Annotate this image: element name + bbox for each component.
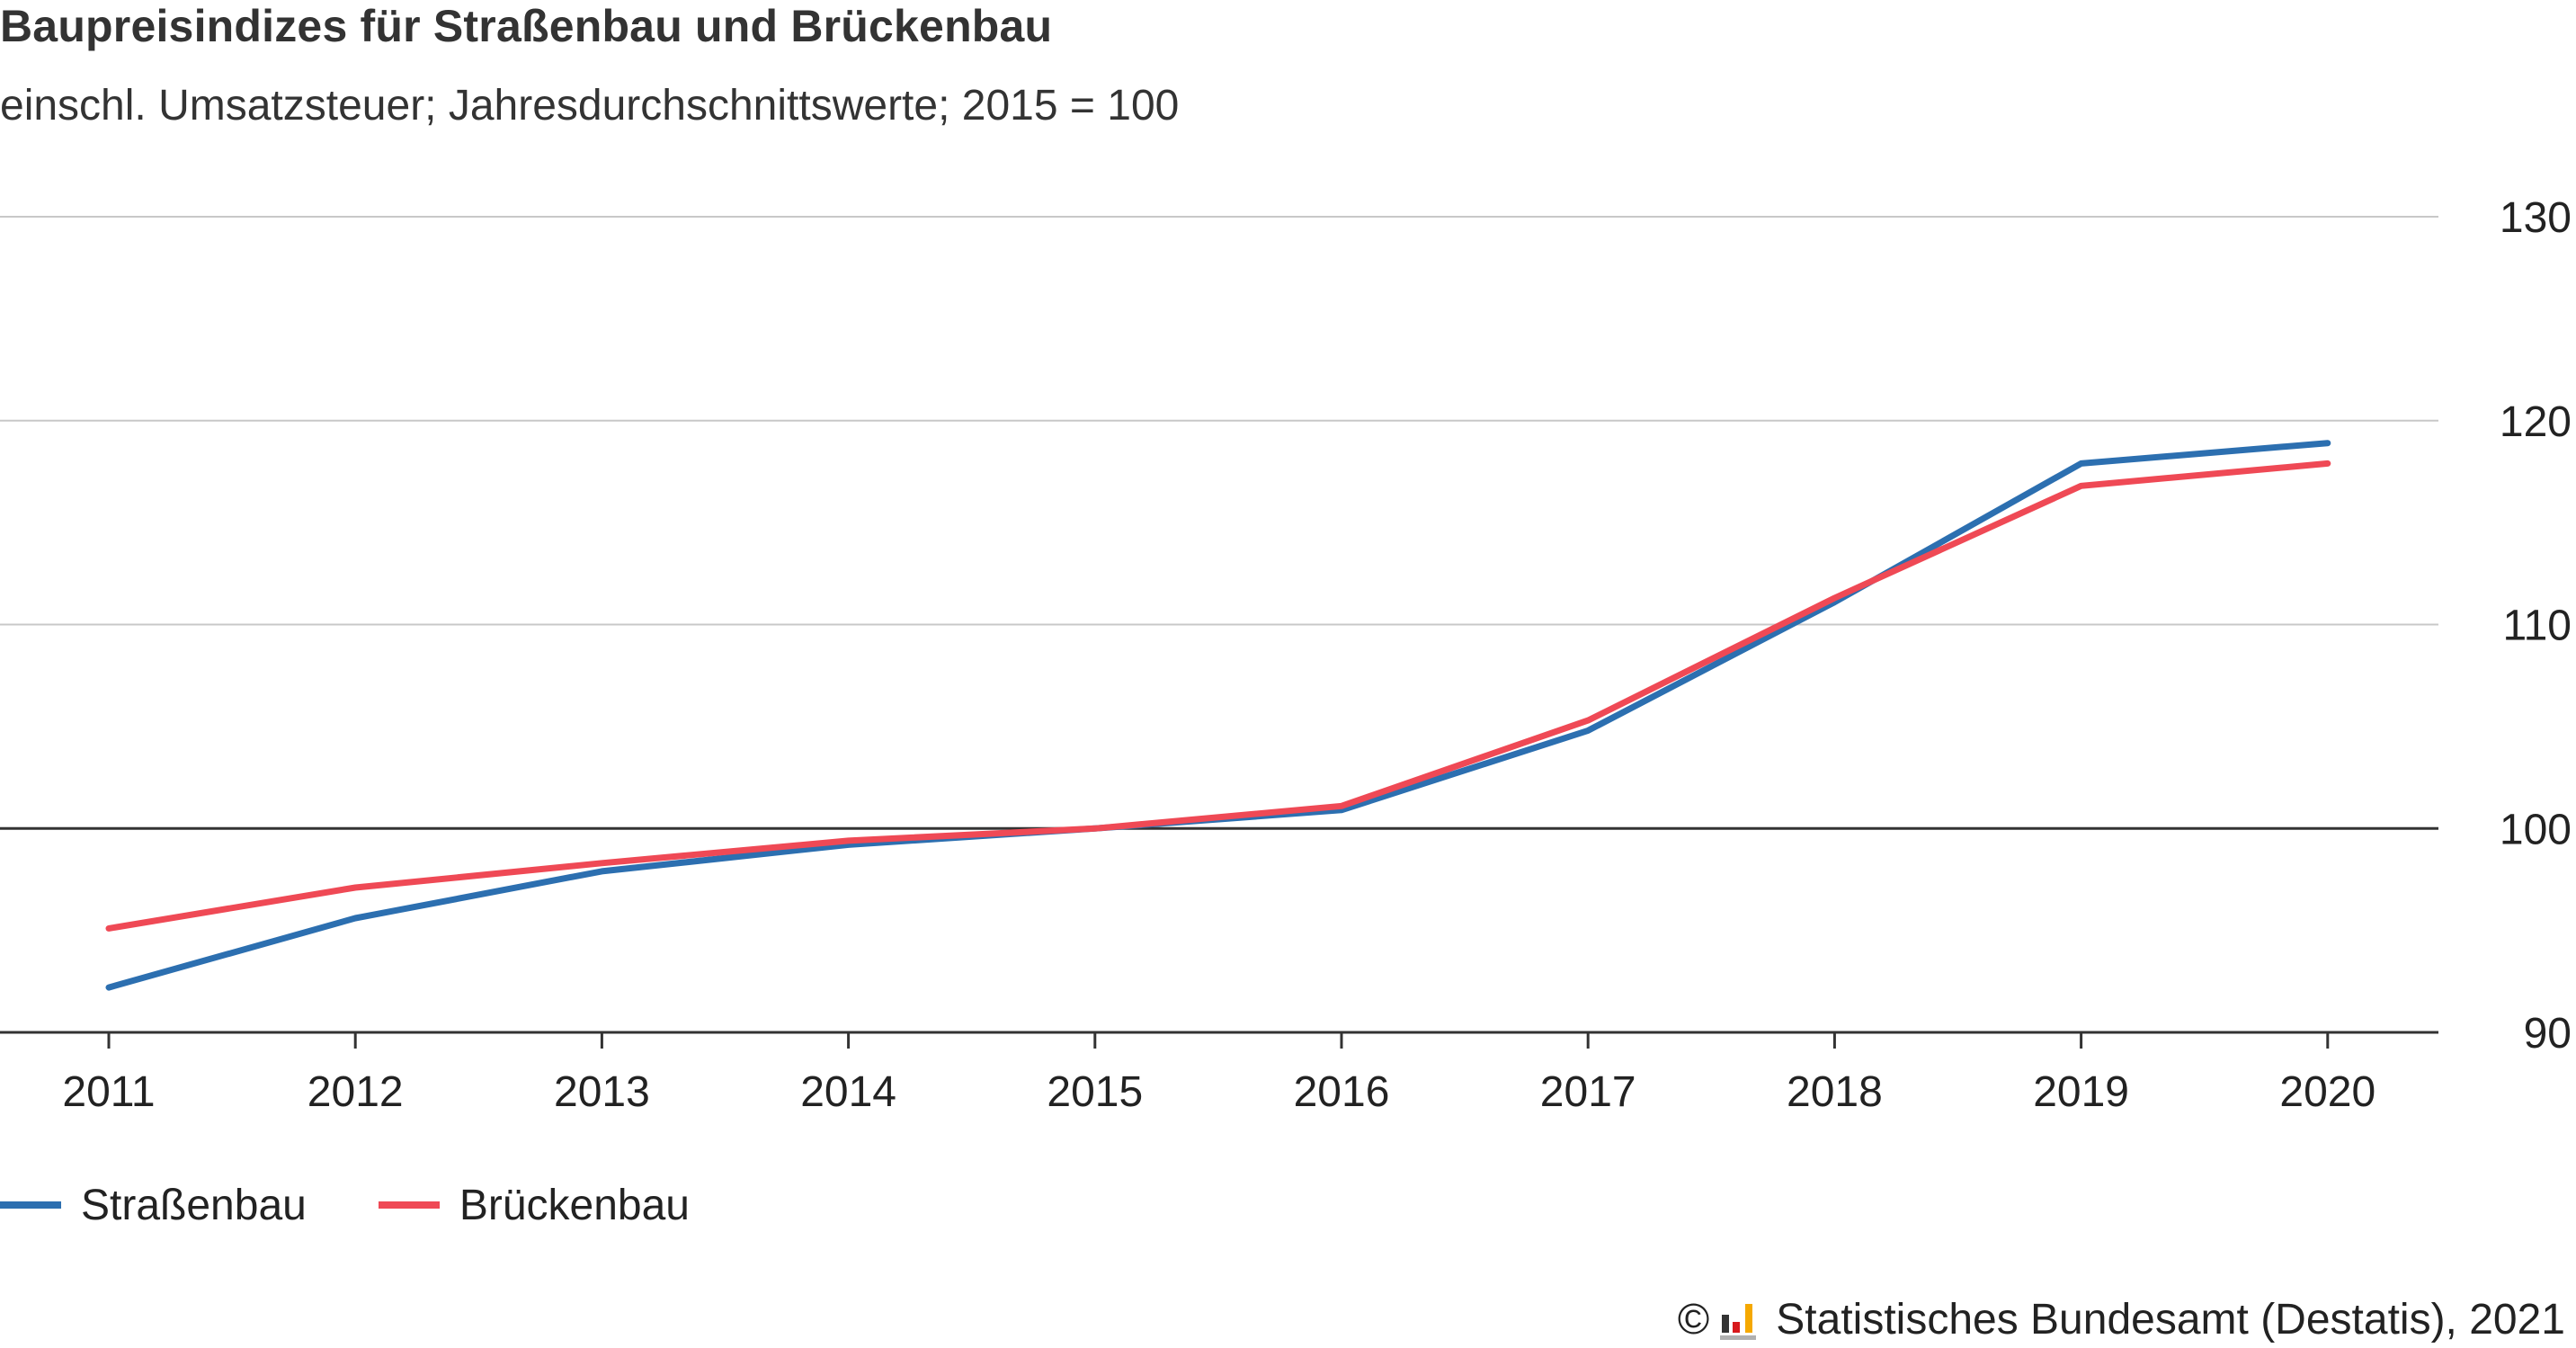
legend-swatch-brueckenbau — [378, 1201, 440, 1209]
y-tick-label-110: 110 — [2502, 603, 2572, 650]
y-tick-label-100: 100 — [2500, 806, 2572, 853]
logo-bar-2 — [1733, 1321, 1741, 1333]
series-lines — [105, 440, 2331, 991]
legend-label-strassenbau: Straßenbau — [81, 1181, 307, 1229]
x-tick-label-2017: 2017 — [1540, 1068, 1636, 1116]
legend-swatch-strassenbau — [0, 1201, 61, 1209]
legend-item-strassenbau: Straßenbau — [0, 1181, 307, 1230]
legend-label-brueckenbau: Brückenbau — [459, 1181, 690, 1229]
source-footer: © Statistisches Bundesamt (Destatis), 20… — [1678, 1295, 2565, 1344]
x-tick-label-2015: 2015 — [1047, 1068, 1143, 1116]
legend-item-brueckenbau: Brückenbau — [378, 1181, 690, 1230]
axes — [0, 1031, 2438, 1049]
legend: Straßenbau Brückenbau — [0, 1174, 762, 1236]
series-line-brueckenbau — [105, 460, 2331, 932]
source-text: Statistisches Bundesamt (Destatis), 2021 — [1776, 1296, 2565, 1344]
x-tick-label-2018: 2018 — [1787, 1068, 1883, 1116]
logo-bar-3 — [1745, 1303, 1753, 1333]
x-tick-label-2012: 2012 — [308, 1068, 404, 1116]
x-tick-label-2019: 2019 — [2033, 1068, 2129, 1116]
x-tick-label-2014: 2014 — [800, 1068, 896, 1116]
chart-subtitle: einschl. Umsatzsteuer; Jahresdurchschnit… — [0, 82, 1180, 129]
gridlines — [0, 216, 2438, 830]
line-chart: 90 100 110 120 130 2011 2012 2013 2014 2015 2016 20… — [0, 194, 2572, 1116]
x-tick-label-2011: 2011 — [62, 1068, 155, 1116]
chart-title: Baupreisindizes für Straßenbau und Brück… — [0, 1, 1053, 51]
logo-bar-1 — [1722, 1314, 1730, 1333]
x-tick-label-2013: 2013 — [554, 1068, 650, 1116]
y-tick-label-130: 130 — [2500, 194, 2572, 242]
x-tick-label-2016: 2016 — [1294, 1068, 1390, 1116]
tick-labels: 90 100 110 120 130 2011 2012 2013 2014 2015 2016 20… — [62, 194, 2572, 1116]
y-tick-label-120: 120 — [2500, 398, 2572, 446]
y-tick-label-90: 90 — [2524, 1010, 2572, 1058]
destatis-logo-icon — [1720, 1300, 1760, 1340]
copyright-symbol: © — [1677, 1296, 1710, 1344]
x-tick-label-2020: 2020 — [2279, 1068, 2375, 1116]
logo-base — [1720, 1335, 1757, 1340]
